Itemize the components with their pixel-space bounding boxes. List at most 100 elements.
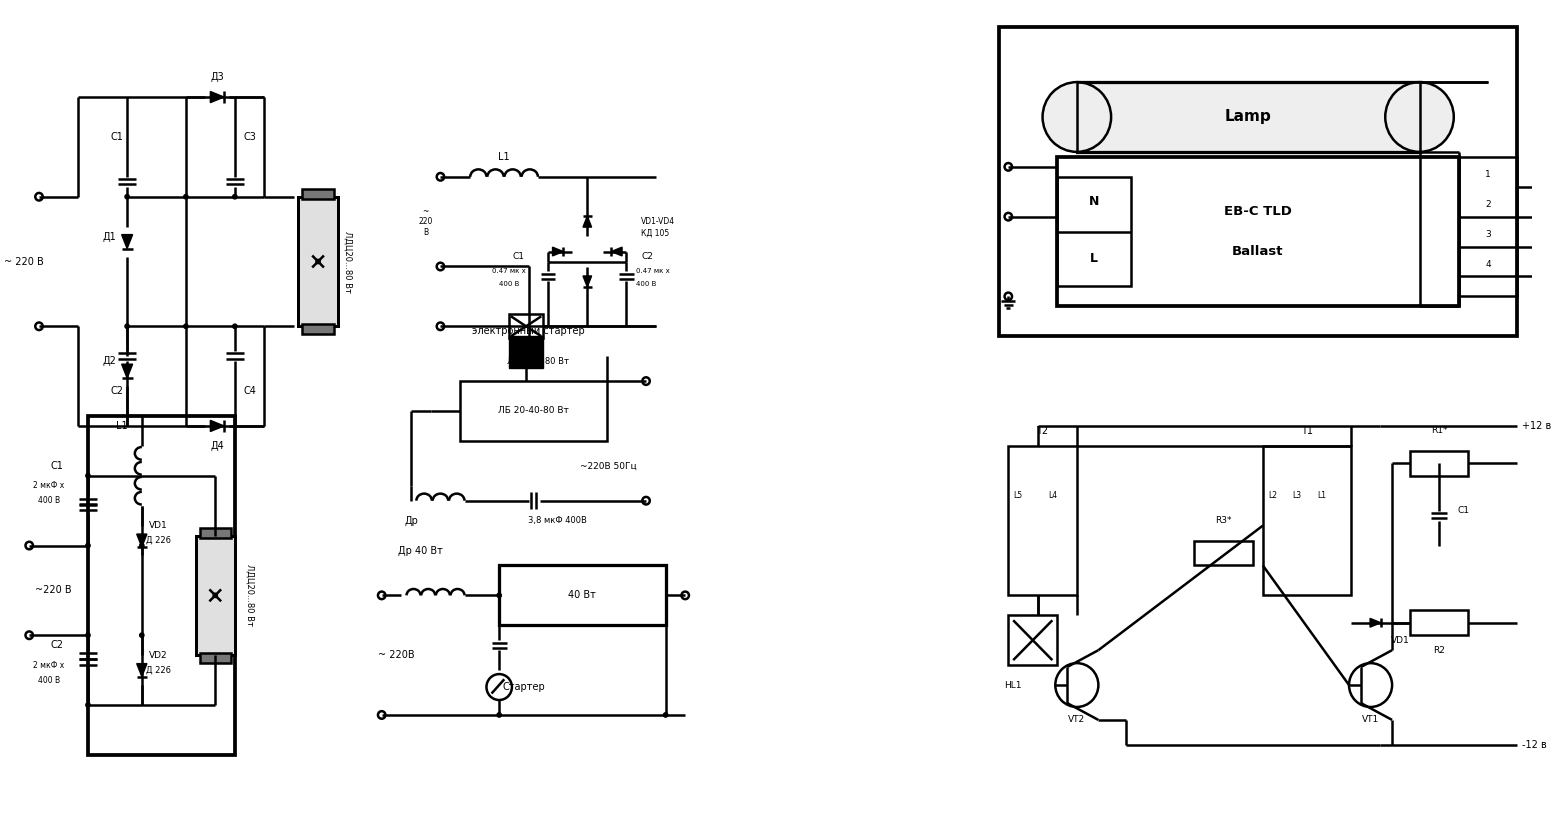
- Text: ~ 220В: ~ 220В: [378, 650, 415, 660]
- Text: Д3: Д3: [210, 72, 224, 82]
- Bar: [299, 197, 337, 326]
- Text: R3*: R3*: [1216, 516, 1232, 526]
- Text: VT1: VT1: [1362, 716, 1379, 725]
- Text: 0.47 мк х: 0.47 мк х: [636, 268, 670, 274]
- Text: Ballast: Ballast: [1232, 245, 1284, 258]
- Circle shape: [124, 194, 129, 199]
- Text: 3,8 мкФ 400В: 3,8 мкФ 400В: [529, 516, 588, 526]
- Text: 40 Вт: 40 Вт: [569, 590, 596, 601]
- Bar: [460, 381, 606, 441]
- Text: 400 В: 400 В: [37, 676, 59, 685]
- Polygon shape: [137, 534, 146, 547]
- Bar: [508, 314, 543, 339]
- Text: Д1: Д1: [103, 232, 117, 242]
- Text: С3: С3: [243, 132, 257, 142]
- Bar: [1078, 82, 1420, 152]
- Circle shape: [1386, 82, 1454, 152]
- Circle shape: [183, 324, 188, 329]
- Polygon shape: [210, 91, 224, 103]
- Circle shape: [437, 322, 445, 330]
- Text: T1: T1: [1302, 426, 1312, 436]
- Text: L2: L2: [1269, 491, 1277, 500]
- Text: VT2: VT2: [1068, 716, 1085, 725]
- Circle shape: [25, 542, 33, 549]
- Circle shape: [86, 543, 90, 548]
- Circle shape: [1042, 82, 1112, 152]
- Text: Д 226: Д 226: [146, 536, 171, 545]
- Circle shape: [498, 593, 501, 597]
- Bar: [1410, 610, 1468, 635]
- Text: 3: 3: [1485, 230, 1491, 239]
- Circle shape: [642, 497, 650, 504]
- Text: +12 в: +12 в: [1522, 421, 1552, 431]
- Circle shape: [437, 263, 445, 270]
- Bar: [1008, 615, 1057, 665]
- Text: ~ 220 В: ~ 220 В: [5, 256, 44, 267]
- Text: R1*: R1*: [1431, 427, 1448, 436]
- Bar: [89, 416, 235, 755]
- Text: С4: С4: [243, 386, 257, 396]
- Circle shape: [1005, 293, 1012, 300]
- Circle shape: [378, 712, 386, 719]
- Circle shape: [233, 194, 236, 199]
- Polygon shape: [552, 247, 563, 256]
- Text: С1: С1: [110, 132, 124, 142]
- Polygon shape: [611, 247, 622, 256]
- Circle shape: [86, 703, 90, 707]
- Text: L5: L5: [1014, 491, 1023, 500]
- Bar: [1410, 451, 1468, 476]
- Circle shape: [378, 592, 386, 599]
- Text: С2: С2: [50, 641, 64, 650]
- Text: 0.47 мк х: 0.47 мк х: [491, 268, 526, 274]
- Text: R2: R2: [1434, 645, 1445, 654]
- Polygon shape: [210, 420, 224, 432]
- Bar: [508, 336, 543, 368]
- Bar: [199, 528, 230, 538]
- Bar: [302, 324, 334, 335]
- Polygon shape: [583, 276, 591, 287]
- Text: VD1-VD4: VD1-VD4: [641, 217, 675, 226]
- Text: EB-C TLD: EB-C TLD: [1224, 205, 1292, 218]
- Circle shape: [140, 633, 145, 637]
- Text: ЛБ 20-40-80 Вт: ЛБ 20-40-80 Вт: [498, 406, 569, 415]
- Circle shape: [498, 712, 501, 717]
- Circle shape: [664, 712, 667, 717]
- Text: Стартер: Стартер: [502, 682, 546, 692]
- Circle shape: [1005, 163, 1012, 171]
- Bar: [1008, 446, 1078, 596]
- Polygon shape: [137, 663, 146, 676]
- Text: электронный стартер: электронный стартер: [473, 326, 585, 336]
- Text: ~220В 50Гц: ~220В 50Гц: [580, 461, 636, 470]
- Text: С2: С2: [110, 386, 124, 396]
- Text: -12 в: -12 в: [1522, 740, 1547, 750]
- Circle shape: [140, 543, 145, 548]
- Bar: [1057, 157, 1459, 306]
- Text: С1: С1: [50, 461, 64, 471]
- Text: ЛДЦ20...80 Вт: ЛДЦ20...80 Вт: [246, 565, 253, 627]
- Text: L4: L4: [1048, 491, 1057, 500]
- Text: L1: L1: [117, 421, 128, 431]
- Bar: [302, 188, 334, 199]
- Text: C1: C1: [1457, 506, 1469, 515]
- Polygon shape: [583, 216, 591, 227]
- Text: С2: С2: [641, 252, 653, 261]
- Text: Д 226: Д 226: [146, 666, 171, 675]
- Text: 2: 2: [1485, 200, 1491, 209]
- Text: 400 В: 400 В: [636, 282, 656, 287]
- Circle shape: [36, 322, 42, 330]
- Bar: [998, 27, 1518, 336]
- Circle shape: [681, 592, 689, 599]
- Text: N: N: [1088, 195, 1099, 208]
- Circle shape: [124, 324, 129, 329]
- Text: HL1: HL1: [1005, 681, 1022, 690]
- Bar: [196, 535, 235, 655]
- Bar: [499, 565, 666, 625]
- Text: VD1: VD1: [1390, 636, 1409, 645]
- Circle shape: [86, 633, 90, 637]
- Text: ЛДЦ20...80 Вт: ЛДЦ20...80 Вт: [507, 357, 569, 366]
- Text: T2: T2: [1037, 426, 1048, 436]
- Circle shape: [642, 377, 650, 385]
- Bar: [1057, 177, 1130, 286]
- Bar: [199, 653, 230, 663]
- Text: Lamp: Lamp: [1225, 109, 1272, 125]
